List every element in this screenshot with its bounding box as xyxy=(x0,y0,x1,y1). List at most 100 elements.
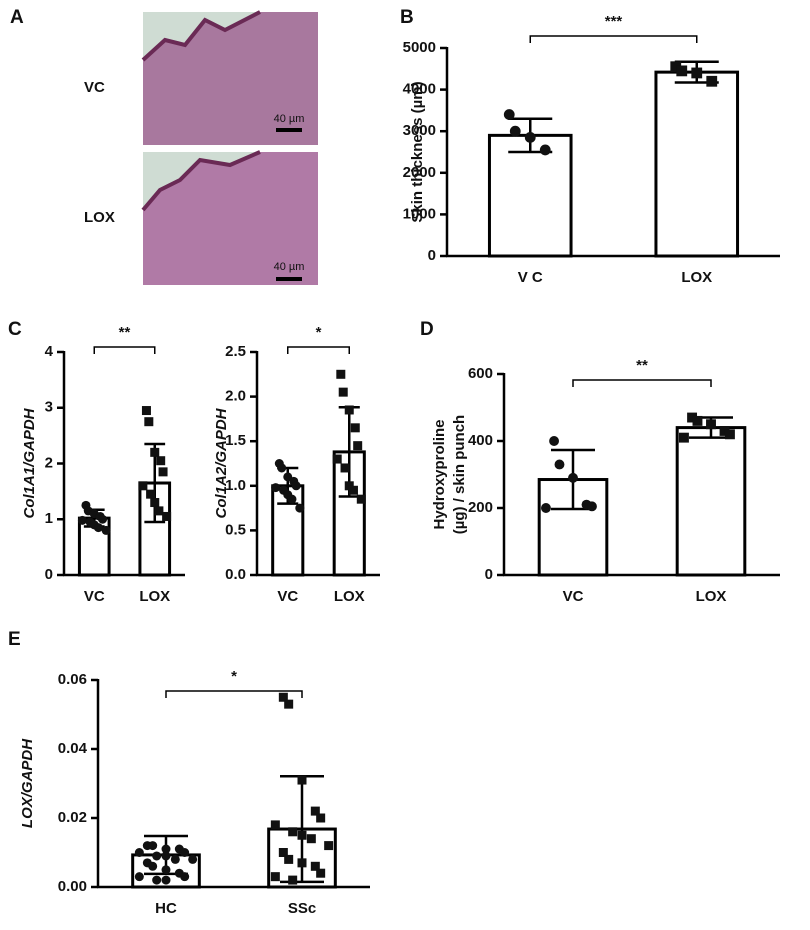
data-point xyxy=(676,65,688,77)
y-tick-label: 200 xyxy=(468,499,493,516)
data-point xyxy=(148,861,158,871)
significance-label: * xyxy=(231,668,237,685)
data-point xyxy=(278,692,288,702)
data-point xyxy=(706,75,718,87)
data-point xyxy=(679,432,689,443)
x-tick-label: VC xyxy=(277,588,298,605)
y-tick-label: 1.5 xyxy=(225,432,246,449)
data-point xyxy=(161,865,171,875)
data-point xyxy=(539,144,551,156)
y-axis-label: LOX/GAPDH xyxy=(19,738,36,828)
data-point xyxy=(134,848,144,857)
data-point xyxy=(340,463,350,473)
y-tick-label: 400 xyxy=(468,432,493,449)
y-tick-label: 4 xyxy=(45,343,54,360)
data-point xyxy=(161,851,171,861)
data-point xyxy=(324,841,334,851)
row-label: VC xyxy=(84,79,105,96)
data-point xyxy=(332,454,342,464)
data-point xyxy=(295,503,305,513)
y-tick-label: 0.00 xyxy=(58,878,87,895)
y-tick-label: 0.06 xyxy=(58,671,87,688)
data-point xyxy=(284,854,294,864)
data-point xyxy=(338,387,348,397)
data-point xyxy=(306,834,316,844)
y-tick-label: 1.0 xyxy=(225,477,246,494)
data-point xyxy=(101,525,111,535)
data-point xyxy=(93,523,103,533)
data-point xyxy=(692,415,703,426)
data-point xyxy=(670,61,682,73)
data-point xyxy=(270,872,280,882)
y-tick-label: 5000 xyxy=(403,39,436,56)
data-point xyxy=(270,820,280,830)
y-tick-label: 0.02 xyxy=(58,809,87,826)
data-point xyxy=(297,830,307,840)
data-point xyxy=(158,467,168,477)
data-point xyxy=(141,406,151,416)
y-tick-label: 3000 xyxy=(403,122,436,139)
data-point xyxy=(344,405,354,415)
panel-letter: D xyxy=(420,319,434,340)
x-tick-label: LOX xyxy=(139,588,170,605)
y-axis-label: Col1A2/GAPDH xyxy=(213,407,230,518)
x-tick-label: V C xyxy=(518,269,543,286)
data-point xyxy=(291,481,301,491)
row-label: LOX xyxy=(84,209,115,226)
data-point xyxy=(188,854,198,864)
data-point xyxy=(77,515,87,525)
data-point xyxy=(288,875,298,885)
data-point xyxy=(568,472,578,483)
y-axis-label: Hydroxyproline xyxy=(431,419,448,529)
bar xyxy=(675,426,747,577)
y-tick-label: 2.5 xyxy=(225,343,246,360)
data-point xyxy=(310,806,320,816)
tissue xyxy=(143,152,318,285)
panel-letter: A xyxy=(10,7,24,28)
data-point xyxy=(287,494,297,504)
data-point xyxy=(271,483,281,493)
data-point xyxy=(348,485,358,495)
data-point xyxy=(719,426,730,436)
data-point xyxy=(146,489,156,499)
y-tick-label: 2000 xyxy=(403,164,436,181)
x-tick-label: SSc xyxy=(288,900,316,917)
data-point xyxy=(144,417,154,427)
x-tick-label: VC xyxy=(84,588,105,605)
data-point xyxy=(180,848,190,857)
data-point xyxy=(336,369,346,379)
data-point xyxy=(156,456,166,466)
histology-vc: 40 µm xyxy=(141,10,318,145)
data-point xyxy=(549,436,560,446)
y-tick-label: 0 xyxy=(428,247,436,264)
data-point xyxy=(297,858,307,868)
scale-bar-label: 40 µm xyxy=(274,113,305,125)
y-tick-label: 0.04 xyxy=(58,740,88,757)
significance-label: ** xyxy=(636,357,648,374)
x-tick-label: HC xyxy=(155,900,177,917)
data-point xyxy=(138,481,148,491)
data-point xyxy=(150,498,160,508)
data-point xyxy=(161,875,171,885)
epidermis xyxy=(141,10,261,62)
panel-letter: E xyxy=(8,629,21,650)
panel-letter: B xyxy=(400,7,414,28)
data-point xyxy=(277,463,287,473)
y-tick-label: 0 xyxy=(485,566,493,583)
y-tick-label: 1000 xyxy=(403,205,436,222)
data-point xyxy=(509,125,521,137)
data-point xyxy=(152,875,162,885)
data-point xyxy=(353,441,363,451)
data-point xyxy=(541,503,551,513)
data-point xyxy=(316,868,326,878)
data-point xyxy=(134,872,144,882)
y-axis-label: Skin thickness (µm) xyxy=(409,81,426,222)
data-point xyxy=(98,514,108,524)
data-point xyxy=(350,423,360,433)
y-tick-label: 600 xyxy=(468,365,493,382)
y-axis-label: Col1A1/GAPDH xyxy=(21,407,38,518)
data-point xyxy=(687,412,698,423)
significance-bracket xyxy=(287,346,350,354)
y-tick-label: 4000 xyxy=(403,81,436,98)
